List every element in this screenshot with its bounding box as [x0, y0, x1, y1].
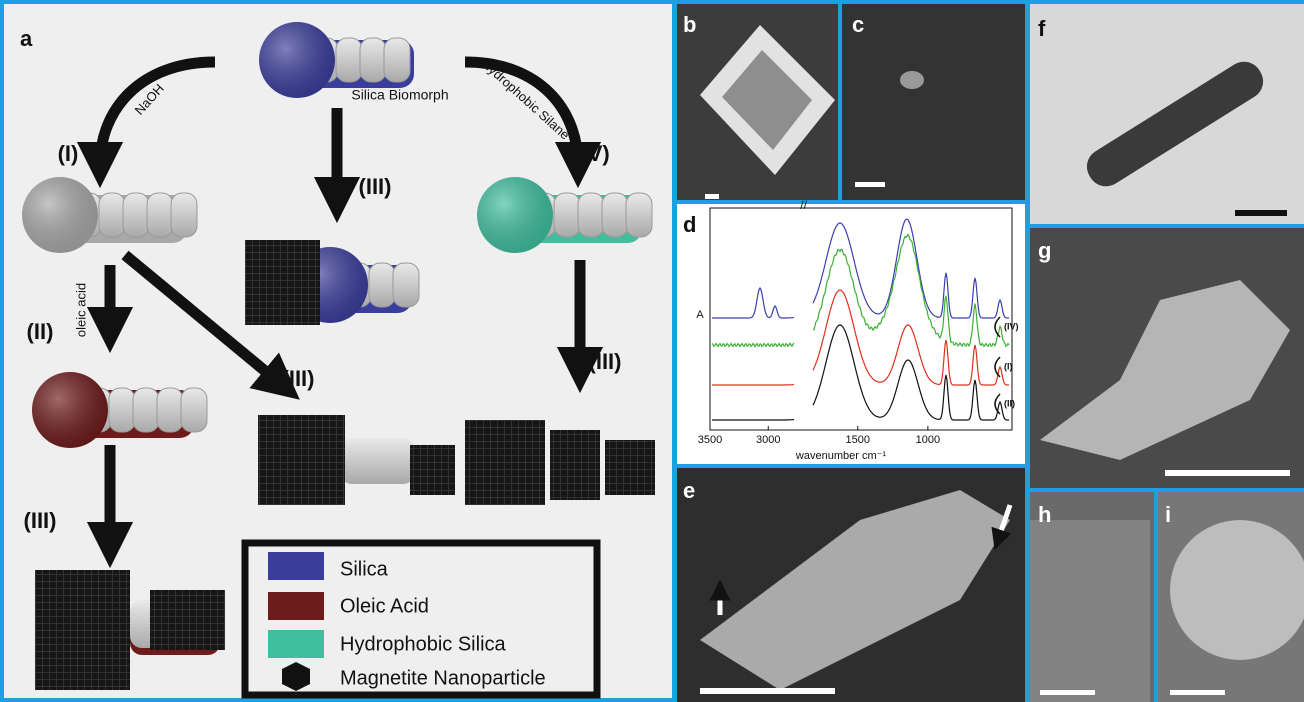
step-label: (III) — [24, 508, 57, 533]
sphere-shade — [32, 372, 108, 448]
sphere-shade — [22, 177, 98, 253]
panel-label: a — [20, 26, 33, 51]
panel-label: g — [1038, 238, 1051, 263]
tube-segment — [393, 263, 419, 307]
legend-label: Magnetite Nanoparticle — [340, 667, 546, 689]
scale-bar — [700, 688, 835, 694]
legend-swatch — [268, 552, 324, 580]
nanoparticle-cube — [35, 570, 130, 690]
annotation: (I) — [1004, 361, 1013, 371]
step-label: (III) — [589, 349, 622, 374]
particle — [900, 71, 924, 89]
nanoparticle-cube — [465, 420, 545, 505]
tube-segment — [181, 388, 207, 432]
x-tick-label: 3500 — [698, 434, 722, 446]
sphere-shade — [259, 22, 335, 98]
panel-label: e — [683, 478, 695, 503]
nanoparticle-cube — [410, 445, 455, 495]
scale-bar — [1165, 470, 1290, 476]
panel-c — [842, 4, 1025, 200]
legend-label: Hydrophobic Silica — [340, 633, 507, 655]
tube-segment — [369, 263, 395, 307]
panel-d — [677, 204, 1025, 464]
sphere-shade — [477, 177, 553, 253]
nanoparticle-cube — [550, 430, 600, 500]
break-mark: // — [800, 198, 807, 212]
scale-bar — [1170, 690, 1225, 695]
legend-label: Oleic Acid — [340, 595, 429, 617]
annotation: (II) — [1004, 398, 1015, 408]
tube-segment — [109, 388, 135, 432]
step-label: (I) — [58, 141, 79, 166]
tube-segment — [336, 38, 362, 82]
nanoparticle-cube — [605, 440, 655, 495]
x-tick-label: 1000 — [916, 434, 940, 446]
tube-segment — [147, 193, 173, 237]
tube-segment — [133, 388, 159, 432]
panel-label: h — [1038, 502, 1051, 527]
tube-segment — [171, 193, 197, 237]
scale-bar — [1235, 210, 1287, 216]
tube-segment — [554, 193, 580, 237]
panel-label: f — [1038, 16, 1046, 41]
tube-segment — [360, 38, 386, 82]
crust — [1170, 520, 1304, 660]
reagent-label: oleic acid — [73, 283, 88, 337]
tube-segment — [578, 193, 604, 237]
tube-segment — [157, 388, 183, 432]
legend-swatch — [268, 592, 324, 620]
panel-label: b — [683, 12, 696, 37]
step-label: (II) — [27, 319, 54, 344]
scale-bar — [855, 182, 885, 187]
panel-label: i — [1165, 502, 1171, 527]
x-tick-label: 1500 — [846, 434, 870, 446]
step-label: (III) — [282, 366, 315, 391]
nanoparticle-cube — [258, 415, 345, 505]
biomorph-label: Silica Biomorph — [351, 87, 448, 103]
figure: abcdefghiSilica BiomorphNaOHoleic acidHy… — [0, 0, 1304, 702]
legend-label: Silica — [340, 558, 389, 580]
panel-label: d — [683, 212, 696, 237]
legend-swatch — [268, 630, 324, 658]
tube-segment — [123, 193, 149, 237]
panel-label: c — [852, 12, 864, 37]
x-tick-label: 3000 — [756, 434, 780, 446]
tube-segment — [99, 193, 125, 237]
tube-segment — [384, 38, 410, 82]
nanoparticle-cube — [150, 590, 225, 650]
tube — [340, 438, 415, 484]
tube-segment — [626, 193, 652, 237]
scale-bar — [705, 194, 719, 199]
step-label: (IV) — [574, 141, 609, 166]
crust — [1030, 520, 1150, 702]
tube-segment — [602, 193, 628, 237]
nanoparticle-cube — [245, 240, 320, 325]
x-axis-label: wavenumber cm⁻¹ — [795, 450, 887, 462]
y-axis-label: A — [696, 309, 704, 321]
step-label: (III) — [359, 174, 392, 199]
annotation: (IV) — [1004, 321, 1019, 331]
scale-bar — [1040, 690, 1095, 695]
